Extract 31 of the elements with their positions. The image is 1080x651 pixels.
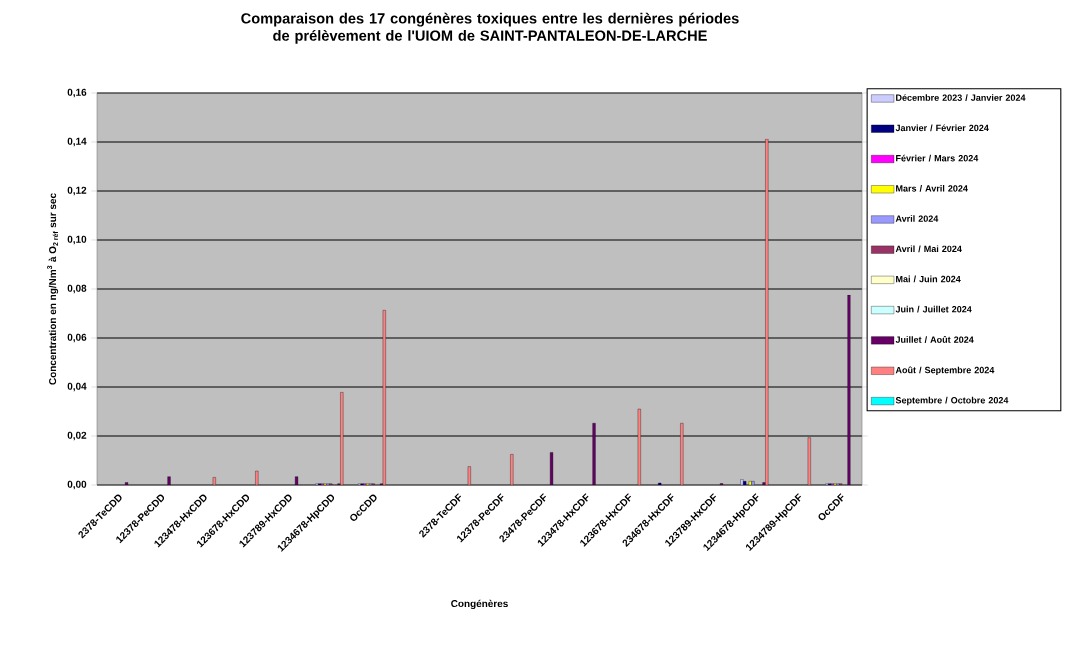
y-tick-label: 0,16	[67, 88, 87, 98]
y-tick-label: 0,04	[67, 382, 87, 392]
y-axis-title: Concentration en ng/Nm$^{3}$ à O$_{2 réf}$ sur sec	[47, 193, 59, 385]
y-tick-label: 0,12	[67, 186, 87, 196]
bar	[167, 476, 171, 485]
bar	[124, 482, 129, 485]
chart-title: Comparaison des 17 congénères toxiques entre les dernières périodes de prélèvement de l'UIOM de SAINT-PANTALEON-DE-LARCHE	[241, 12, 739, 44]
y-tick-label: 0,02	[67, 431, 87, 441]
x-axis-title: Congénères	[451, 599, 508, 610]
legend-label: Février / Mars 2024	[896, 154, 979, 162]
y-tick-label: 0,14	[67, 137, 87, 147]
y-tick-label: 0,06	[67, 333, 87, 343]
legend-label: Décembre 2023 / Janvier 2024	[896, 94, 1026, 101]
y-tick-label: 0,08	[67, 284, 87, 294]
legend-label: Janvier / Février 2024	[895, 124, 989, 132]
legend-label: Avril / Mai 2024	[895, 245, 962, 253]
legend-label: Juin / Juillet 2024	[895, 305, 972, 313]
bar	[550, 452, 554, 485]
bar	[294, 476, 299, 485]
legend-label: Août / Septembre 2024	[895, 366, 995, 376]
legend-label: Juillet / Août 2024	[895, 336, 974, 343]
bar	[255, 470, 259, 485]
legend-label: Septembre / Octobre 2024	[895, 396, 1009, 406]
y-tick-label: 0,00	[67, 480, 87, 490]
legend-label: Mai / Juin 2024	[896, 275, 961, 283]
bar	[467, 466, 471, 485]
legend-label: Avril 2024	[895, 215, 939, 222]
y-tick-label: 0,10	[67, 235, 87, 245]
bar	[510, 454, 514, 485]
bar	[212, 477, 216, 485]
legend-label: Mars / Avril 2024	[896, 185, 968, 192]
